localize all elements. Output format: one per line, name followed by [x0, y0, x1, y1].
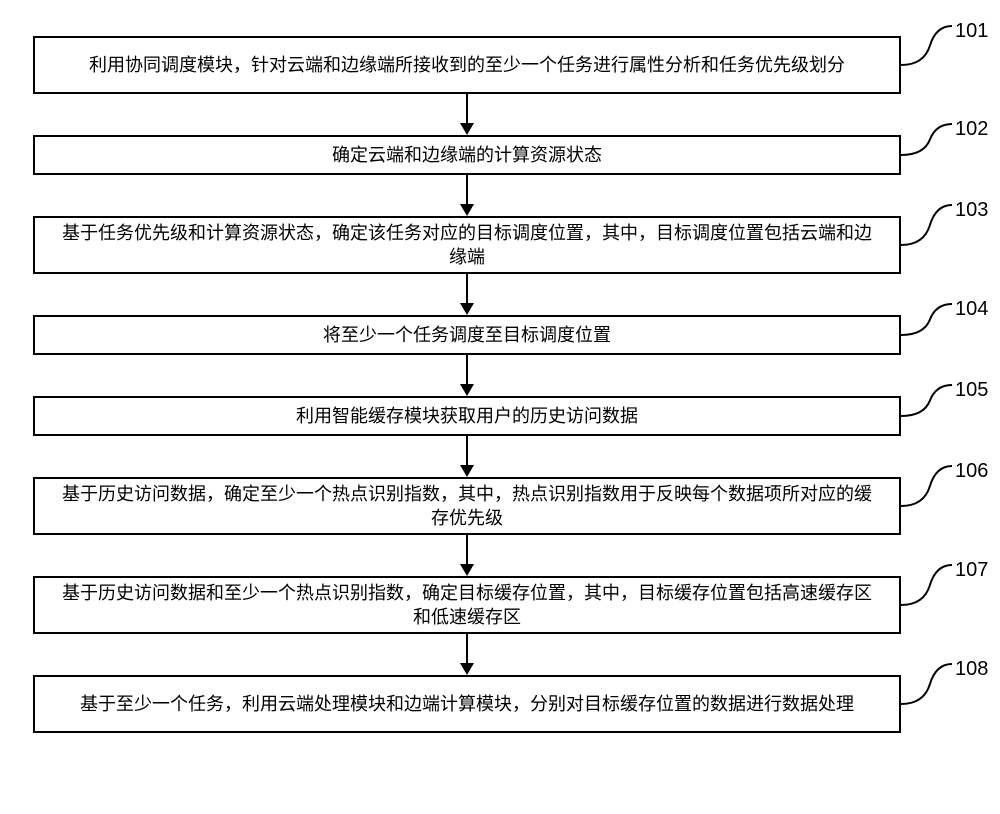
- step-text: 将至少一个任务调度至目标调度位置: [323, 323, 611, 347]
- connector-105-106: [466, 436, 468, 466]
- connector-107-108: [466, 634, 468, 664]
- leader-line-102: [901, 122, 954, 157]
- leader-line-104: [901, 302, 954, 337]
- step-label-106: 106: [955, 460, 988, 483]
- flowchart-step-108: 基于至少一个任务，利用云端处理模块和边端计算模块，分别对目标缓存位置的数据进行数…: [33, 675, 901, 733]
- step-text: 基于历史访问数据和至少一个热点识别指数，确定目标缓存位置，其中，目标缓存位置包括…: [55, 581, 879, 630]
- flowchart-step-103: 基于任务优先级和计算资源状态，确定该任务对应的目标调度位置，其中，目标调度位置包…: [33, 216, 901, 274]
- flowchart-step-102: 确定云端和边缘端的计算资源状态: [33, 135, 901, 175]
- arrow-down-icon: [460, 465, 474, 477]
- leader-line-101: [901, 24, 954, 67]
- leader-line-108: [901, 662, 954, 706]
- connector-106-107: [466, 535, 468, 565]
- arrow-down-icon: [460, 384, 474, 396]
- step-text: 基于历史访问数据，确定至少一个热点识别指数，其中，热点识别指数用于反映每个数据项…: [55, 482, 879, 531]
- step-label-101: 101: [955, 20, 988, 43]
- flowchart-step-101: 利用协同调度模块，针对云端和边缘端所接收到的至少一个任务进行属性分析和任务优先级…: [33, 36, 901, 94]
- arrow-down-icon: [460, 663, 474, 675]
- flowchart-step-107: 基于历史访问数据和至少一个热点识别指数，确定目标缓存位置，其中，目标缓存位置包括…: [33, 576, 901, 634]
- leader-line-106: [901, 464, 954, 508]
- step-label-103: 103: [955, 199, 988, 222]
- arrow-down-icon: [460, 123, 474, 135]
- step-label-102: 102: [955, 118, 988, 141]
- connector-104-105: [466, 355, 468, 385]
- step-text: 确定云端和边缘端的计算资源状态: [332, 143, 602, 167]
- step-label-107: 107: [955, 559, 988, 582]
- connector-103-104: [466, 274, 468, 304]
- leader-line-105: [901, 383, 954, 418]
- step-label-104: 104: [955, 298, 988, 321]
- flowchart-container: 利用协同调度模块，针对云端和边缘端所接收到的至少一个任务进行属性分析和任务优先级…: [0, 0, 1000, 814]
- flowchart-step-105: 利用智能缓存模块获取用户的历史访问数据: [33, 396, 901, 436]
- leader-line-103: [901, 203, 954, 247]
- step-label-105: 105: [955, 379, 988, 402]
- connector-101-102: [466, 94, 468, 124]
- flowchart-step-106: 基于历史访问数据，确定至少一个热点识别指数，其中，热点识别指数用于反映每个数据项…: [33, 477, 901, 535]
- arrow-down-icon: [460, 564, 474, 576]
- leader-line-107: [901, 563, 954, 607]
- step-text: 基于任务优先级和计算资源状态，确定该任务对应的目标调度位置，其中，目标调度位置包…: [55, 221, 879, 270]
- arrow-down-icon: [460, 303, 474, 315]
- step-text: 利用协同调度模块，针对云端和边缘端所接收到的至少一个任务进行属性分析和任务优先级…: [89, 53, 845, 77]
- flowchart-step-104: 将至少一个任务调度至目标调度位置: [33, 315, 901, 355]
- step-text: 基于至少一个任务，利用云端处理模块和边端计算模块，分别对目标缓存位置的数据进行数…: [80, 692, 854, 716]
- step-label-108: 108: [955, 658, 988, 681]
- step-text: 利用智能缓存模块获取用户的历史访问数据: [296, 404, 638, 428]
- arrow-down-icon: [460, 204, 474, 216]
- connector-102-103: [466, 175, 468, 205]
